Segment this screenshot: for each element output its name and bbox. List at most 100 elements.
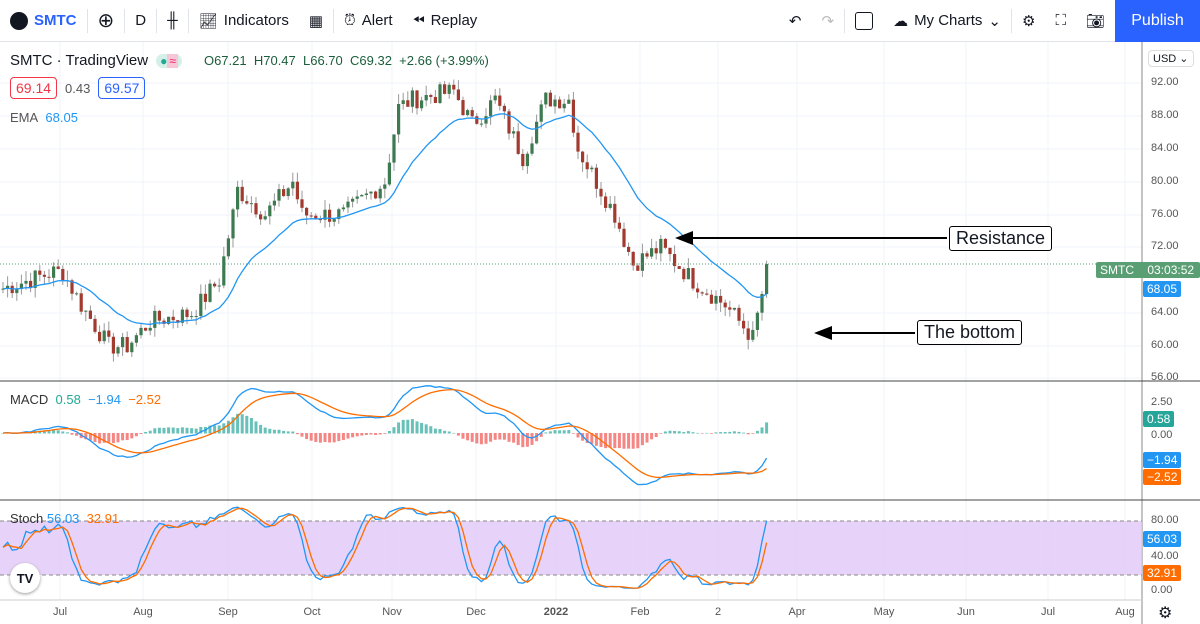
cloud-icon: ☁︎	[893, 12, 909, 30]
currency-selector[interactable]: USD ⌄	[1148, 50, 1194, 67]
macd-label: MACD	[10, 392, 49, 407]
macd-histogram-bar	[318, 433, 322, 443]
macd-histogram-bar	[608, 433, 612, 448]
candle-up	[231, 209, 235, 239]
candle-down	[185, 309, 189, 317]
macd-histogram-bar	[185, 427, 189, 434]
candle-up	[590, 167, 594, 170]
arrow-head-icon	[814, 326, 832, 340]
chart-title: SMTC · TradingView	[10, 52, 149, 69]
layout-button[interactable]	[845, 0, 883, 42]
fullscreen-button[interactable]: ⛶	[1045, 0, 1076, 42]
my-charts-button[interactable]: ☁︎ My Charts ⌄	[883, 0, 1011, 42]
stoch-legend: Stoch 56.03 32.91	[10, 511, 119, 526]
replay-label: Replay	[430, 12, 478, 29]
compare-button[interactable]: ⊕	[88, 0, 125, 42]
macd-histogram-bar	[190, 428, 194, 434]
time-tick: Sep	[218, 606, 238, 618]
templates-button[interactable]: ▦	[299, 0, 333, 42]
macd-histogram-bar	[52, 430, 56, 434]
macd-histogram-bar	[392, 427, 396, 434]
chart-canvas[interactable]	[0, 42, 1200, 624]
macd-histogram-bar	[88, 433, 92, 441]
macd-histogram-bar	[153, 428, 157, 434]
macd-histogram-bar	[263, 427, 267, 434]
candle-down	[107, 330, 111, 337]
candle-down	[70, 280, 74, 294]
macd-histogram-bar	[489, 433, 493, 442]
settings-button[interactable]: ⚙︎	[1012, 0, 1045, 42]
macd-histogram-bar	[562, 430, 566, 434]
candle-down	[502, 105, 506, 112]
candle-up	[24, 280, 28, 284]
macd-histogram-bar	[374, 433, 378, 435]
macd-histogram-bar	[231, 417, 235, 434]
interval-button[interactable]: D	[125, 0, 156, 42]
macd-histogram-bar	[728, 431, 732, 434]
undo-button[interactable]: ↶	[779, 0, 812, 42]
macd-histogram-bar	[456, 433, 460, 436]
chart-settings-button[interactable]: ⚙︎	[1158, 603, 1172, 623]
buy-price-button[interactable]: 69.57	[98, 77, 146, 99]
macd-histogram-bar	[323, 433, 327, 442]
candle-up	[84, 310, 88, 312]
chart-type-button[interactable]: ╫	[157, 0, 188, 42]
candle-up	[337, 209, 341, 220]
candle-up	[167, 316, 171, 324]
candle-up	[489, 100, 493, 117]
candle-up	[567, 99, 571, 104]
snapshot-button[interactable]: 📷︎	[1076, 0, 1115, 42]
macd-histogram-bar	[360, 433, 364, 436]
candle-up	[539, 104, 543, 122]
sell-price-button[interactable]: 69.14	[10, 77, 58, 99]
macd-histogram-bar	[636, 433, 640, 449]
macd-histogram-bar	[521, 433, 525, 448]
alert-button[interactable]: ⏰︎ Alert	[334, 0, 403, 42]
macd-histogram-bar	[765, 422, 769, 434]
low-value: L66.70	[303, 53, 343, 68]
replay-button[interactable]: ⏪︎ Replay	[403, 0, 488, 42]
fullscreen-icon: ⛶	[1055, 12, 1066, 29]
macd-histogram-bar	[682, 432, 686, 434]
publish-button[interactable]: Publish	[1115, 0, 1200, 42]
candle-down	[585, 162, 589, 170]
macd-histogram-bar	[65, 432, 69, 434]
candle-up	[364, 193, 368, 196]
macd-histogram-bar	[590, 433, 594, 444]
stoch-band	[0, 521, 1142, 575]
macd-histogram-bar	[576, 433, 580, 438]
candles-icon: ╫	[167, 12, 178, 29]
candle-up	[659, 238, 663, 254]
macd-histogram-bar	[162, 427, 166, 434]
indicators-button[interactable]: 📈︎ Indicators	[189, 0, 299, 42]
time-tick: 2	[714, 606, 722, 618]
macd-histogram-bar	[397, 422, 401, 434]
stoch-d-value: 32.91	[86, 511, 120, 526]
candle-up	[286, 188, 290, 197]
macd-histogram-bar	[1, 433, 5, 434]
last-price-symbol: SMTC	[1100, 263, 1134, 277]
candle-down	[673, 254, 677, 267]
macd-histogram-bar	[107, 433, 111, 443]
candle-down	[719, 295, 723, 303]
macd-histogram-bar	[433, 428, 437, 434]
macd-histogram-bar	[240, 414, 244, 434]
stoch-k-tag: 56.03	[1143, 531, 1182, 547]
redo-button[interactable]: ↷	[811, 0, 844, 42]
candle-down	[56, 266, 60, 269]
symbol-search[interactable]: SMTC	[0, 0, 87, 42]
macd-histogram-bar	[475, 433, 479, 444]
candle-down	[677, 266, 681, 269]
time-tick: Dec	[466, 606, 486, 618]
macd-histogram-bar	[84, 433, 88, 440]
macd-histogram-bar	[134, 433, 138, 437]
candle-up	[369, 191, 373, 194]
candle-up	[608, 203, 612, 208]
chart-legend: SMTC · TradingView ● ≈ O67.21 H70.47 L66.…	[10, 52, 489, 69]
candle-down	[558, 99, 562, 109]
candle-up	[272, 200, 276, 206]
macd-histogram-bar	[429, 426, 433, 434]
candle-up	[535, 121, 539, 144]
status-pill: ● ≈	[156, 53, 182, 68]
macd-histogram-bar	[410, 419, 414, 434]
